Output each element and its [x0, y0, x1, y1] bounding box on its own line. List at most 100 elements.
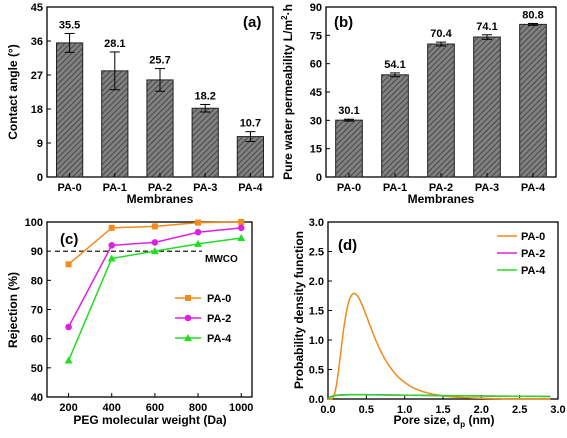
chart-c-legend-label: PA-0: [207, 293, 231, 305]
chart-a-bar: [55, 42, 84, 178]
chart-c-ytick-label: 40: [31, 392, 43, 404]
chart-a-value-label: 25.7: [149, 55, 170, 67]
chart-a-ytick-label: 0: [37, 172, 43, 184]
chart-b-ytick-label: 15: [310, 144, 322, 156]
chart-c-point: [151, 223, 158, 230]
chart-a-bar: [191, 107, 219, 178]
chart-a-xlabel: Membranes: [127, 192, 194, 206]
chart-d-ytick-label: 0.5: [309, 365, 324, 377]
chart-d-xtick-label: 2.0: [474, 404, 489, 416]
chart-a: (a) Membranes Contact angle (°) 0 9 18 27 36…: [6, 2, 274, 206]
chart-c-point: [65, 323, 72, 331]
chart-c-point: [237, 224, 245, 232]
chart-c-panel-label: (c): [60, 231, 78, 248]
chart-d-ytick-label: 1.0: [309, 335, 324, 347]
chart-b-ytick-label: 90: [310, 2, 322, 14]
chart-d-ytick-label: 2.0: [309, 276, 324, 288]
chart-a-ytick-label: 18: [31, 104, 43, 116]
chart-c-xtick-label: 400: [103, 402, 121, 414]
chart-b-value-label: 54.1: [384, 59, 405, 71]
chart-d-ytick-label: 0.0: [309, 394, 324, 406]
chart-c-legend-label: PA-2: [207, 313, 231, 325]
chart-d-xtick-label: 3.0: [550, 404, 565, 416]
chart-c-point: [151, 239, 159, 246]
chart-d-ylabel: Probability density function: [292, 231, 306, 389]
chart-b-value-label: 30.1: [338, 105, 359, 117]
chart-b-ytick-label: 75: [310, 30, 322, 42]
chart-b-bar: [381, 74, 409, 178]
chart-b-value-label: 74.1: [476, 21, 497, 33]
chart-a-ytick-label: 45: [31, 2, 43, 14]
chart-a-value-label: 10.7: [240, 118, 261, 130]
chart-d-series-curve: [327, 394, 551, 400]
chart-a-ytick-label: 36: [31, 36, 43, 48]
chart-b-ytick-label: 60: [310, 59, 322, 71]
chart-c-ytick-label: 50: [31, 363, 43, 375]
chart-b-ytick-label: 30: [310, 115, 322, 127]
chart-a-panel-label: (a): [243, 14, 261, 31]
chart-b-xtick-label: PA-3: [475, 182, 499, 194]
chart-d-series-curve: [328, 292, 551, 400]
chart-c-xtick-label: 800: [189, 402, 207, 414]
chart-a-value-label: 35.5: [59, 19, 80, 31]
chart-a-ytick-label: 9: [37, 138, 43, 150]
chart-d-xtick-label: 1.0: [397, 404, 412, 416]
chart-d-legend-label: PA-0: [521, 231, 545, 243]
chart-c-point: [150, 247, 159, 255]
chart-b-xtick-label: PA-4: [521, 182, 546, 194]
chart-d-xtick-label: 1.5: [435, 404, 450, 416]
chart-b-bar: [473, 36, 501, 178]
chart-b-ytick-label: 0: [316, 172, 322, 184]
chart-b-value-label: 70.4: [430, 28, 452, 40]
chart-c-ytick-label: 90: [31, 246, 43, 258]
chart-b-bar: [519, 23, 547, 178]
chart-c-legend-marker: [185, 295, 191, 301]
chart-c-legend-label: PA-4: [207, 333, 232, 345]
chart-b-xlabel: Membranes: [408, 192, 475, 206]
chart-a-xtick-label: PA-1: [103, 182, 127, 194]
chart-c: (c) PEG molecular weight (Da) Rejection …: [6, 217, 253, 427]
chart-a-xtick-label: PA-4: [238, 182, 263, 194]
chart-d-legend-label: PA-4: [521, 265, 546, 277]
chart-b-ylabel: Pure water permeability L/m2·h: [280, 4, 295, 180]
chart-c-ytick-label: 100: [25, 217, 43, 229]
chart-b-xtick-label: PA-2: [429, 182, 453, 194]
chart-c-point: [195, 219, 202, 226]
chart-c-point: [108, 242, 116, 249]
chart-b: (b) Membranes Pure water permeability L/…: [280, 2, 557, 206]
chart-c-ytick-label: 60: [31, 334, 43, 346]
chart-d-ytick-label: 1.5: [309, 306, 324, 318]
chart-c-ytick-label: 70: [31, 305, 43, 317]
chart-a-bar: [146, 79, 174, 178]
chart-d-xtick-label: 0.5: [359, 404, 374, 416]
chart-a-xtick-label: PA-2: [148, 182, 172, 194]
chart-d-xlabel: Pore size, dp (nm): [394, 413, 495, 429]
chart-c-point: [64, 356, 73, 364]
chart-a-value-label: 18.2: [194, 90, 215, 102]
chart-c-point: [108, 224, 115, 231]
chart-b-xtick-label: PA-0: [337, 182, 361, 194]
chart-a-xtick-label: PA-3: [193, 182, 217, 194]
chart-a-bar: [236, 136, 265, 178]
chart-c-point: [237, 234, 246, 242]
chart-c-xtick-label: 200: [59, 402, 77, 414]
chart-b-bar: [335, 119, 363, 178]
chart-c-xtick-label: 600: [146, 402, 164, 414]
chart-c-legend-marker: [184, 334, 192, 341]
chart-c-legend-marker: [184, 314, 192, 322]
chart-d: (d) Pore size, dp (nm) Probability densi…: [292, 217, 566, 429]
chart-c-mwco-label: MWCO: [205, 254, 238, 265]
chart-b-xtick-label: PA-1: [383, 182, 407, 194]
chart-d-legend-label: PA-2: [521, 248, 545, 260]
chart-d-ytick-label: 3.0: [309, 217, 324, 229]
chart-b-bar: [427, 43, 455, 178]
chart-b-ytick-label: 45: [310, 87, 322, 99]
chart-c-point: [107, 254, 116, 262]
chart-c-point: [194, 228, 202, 236]
chart-a-ytick-label: 27: [31, 70, 43, 82]
chart-a-ylabel: Contact angle (°): [6, 44, 20, 139]
chart-c-xlabel: PEG molecular weight (Da): [73, 413, 226, 427]
chart-d-xtick-label: 2.5: [512, 404, 527, 416]
chart-c-point: [194, 239, 203, 247]
